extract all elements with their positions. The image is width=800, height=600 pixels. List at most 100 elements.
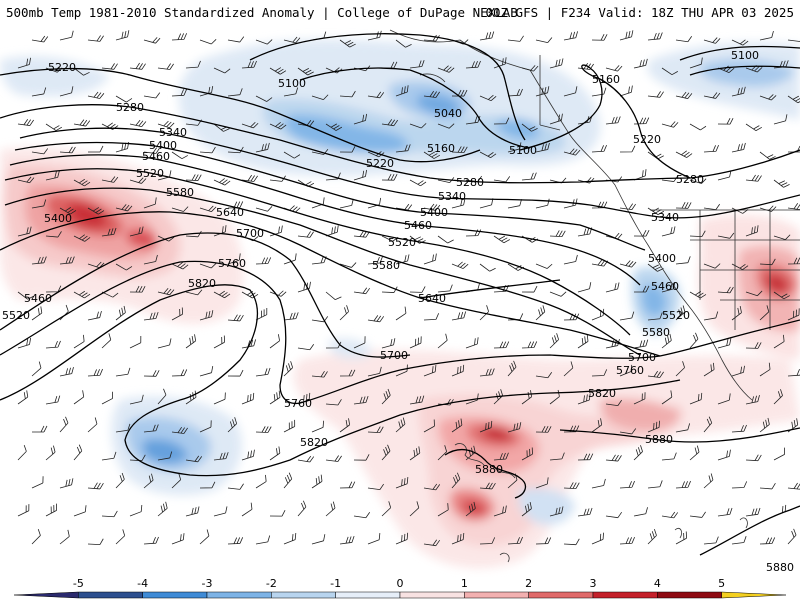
contour-label: 5220 <box>366 157 394 170</box>
wind-barb <box>353 336 366 349</box>
wind-barb <box>339 262 357 268</box>
wind-barb <box>633 392 646 405</box>
contour-label: 5700 <box>380 349 408 362</box>
wind-barb <box>619 536 635 545</box>
colorbar-bar <box>13 591 787 599</box>
wind-barb <box>647 207 665 215</box>
wind-barb <box>213 178 231 186</box>
wind-barb <box>87 368 103 377</box>
wind-barb <box>773 389 783 405</box>
wind-barb <box>675 35 693 43</box>
wind-barb <box>367 483 385 491</box>
wind-barb <box>493 235 510 244</box>
wind-barb <box>535 372 553 379</box>
wind-barb <box>689 57 703 69</box>
wind-barb <box>507 88 523 97</box>
wind-barb <box>395 532 409 545</box>
wind-barb <box>87 207 105 215</box>
wind-barb <box>577 282 592 293</box>
wind-barb <box>675 256 691 265</box>
wind-barb <box>591 201 608 209</box>
wind-barb <box>521 285 538 293</box>
wind-barb <box>591 532 604 545</box>
wind-barb <box>507 35 524 42</box>
wind-barb <box>129 336 142 349</box>
wind-barb <box>689 445 700 461</box>
wind-barb <box>199 146 216 154</box>
wind-barb <box>311 94 329 100</box>
wind-barb <box>325 399 342 406</box>
wind-barb <box>157 388 167 405</box>
wind-barb <box>101 176 119 183</box>
wind-barb <box>325 123 343 131</box>
wind-barb <box>59 86 74 97</box>
wind-barb <box>605 282 620 293</box>
wind-barb <box>535 86 550 97</box>
contour-label: 5400 <box>648 252 676 265</box>
wind-barb <box>59 478 74 489</box>
contour-label: 5520 <box>388 236 416 249</box>
wind-barb <box>619 30 634 41</box>
wind-barb <box>339 305 349 321</box>
wind-barb <box>521 447 533 461</box>
wind-barb <box>619 311 635 321</box>
wind-barb <box>689 230 706 237</box>
map-canvas: 5220528053405400546055205580564057005760… <box>0 29 800 574</box>
wind-barb <box>661 67 679 76</box>
colorbar-segment <box>13 591 79 599</box>
wind-barb <box>675 202 692 209</box>
wind-barb <box>787 203 800 210</box>
colorbar-tick-label: 2 <box>525 577 532 590</box>
colorbar-tick-labels: -5 -4 -3 -2 -1 0 1 2 3 4 5 <box>73 577 725 590</box>
wind-barb <box>703 203 721 211</box>
wind-barb <box>535 37 553 44</box>
wind-barb <box>479 420 493 433</box>
wind-barb <box>213 452 229 461</box>
wind-barb <box>269 390 281 405</box>
wind-barb <box>535 537 552 545</box>
wind-barb <box>521 341 538 349</box>
colorbar-tick-label: 1 <box>461 577 468 590</box>
wind-barb <box>227 146 244 154</box>
wind-barb <box>423 483 441 491</box>
wind-barb <box>353 287 371 295</box>
contour-label: 5820 <box>300 436 328 449</box>
wind-barb <box>437 503 449 517</box>
wind-barb <box>339 481 356 489</box>
contour-label: 5340 <box>651 211 679 224</box>
wind-barb <box>73 390 85 405</box>
wind-barb <box>451 311 467 321</box>
colorbar-tick-label: 3 <box>590 577 597 590</box>
contour-label: 5580 <box>166 186 194 199</box>
wind-barb <box>59 207 77 215</box>
wind-barb <box>633 117 650 125</box>
wind-barb <box>647 480 663 489</box>
wind-barb <box>675 150 693 158</box>
wind-barb <box>759 258 776 266</box>
wind-barb <box>311 420 324 433</box>
wind-barb <box>17 337 32 349</box>
wind-barb <box>17 504 30 517</box>
header-bar: 500mb Temp 1981-2010 Standardized Anomal… <box>0 0 800 24</box>
wind-barb <box>745 342 762 349</box>
wind-barb <box>311 474 323 489</box>
coastlines <box>389 29 800 563</box>
contour-label: 5040 <box>434 107 462 120</box>
wind-barb <box>59 30 74 41</box>
wind-barb <box>59 256 75 265</box>
wind-barb <box>255 426 272 433</box>
wind-barb <box>745 507 761 517</box>
wind-barb <box>731 263 749 270</box>
wind-barb <box>101 122 119 130</box>
wind-barb <box>73 334 85 349</box>
wind-barb <box>689 511 706 518</box>
wind-barb <box>563 148 581 156</box>
wind-barb <box>101 391 114 405</box>
colorbar-tick-label: -3 <box>202 577 213 590</box>
wind-barb <box>619 145 636 153</box>
wind-barb <box>311 197 325 209</box>
wind-barb <box>367 532 381 545</box>
wind-barb <box>647 312 663 321</box>
wind-barb <box>661 511 679 519</box>
